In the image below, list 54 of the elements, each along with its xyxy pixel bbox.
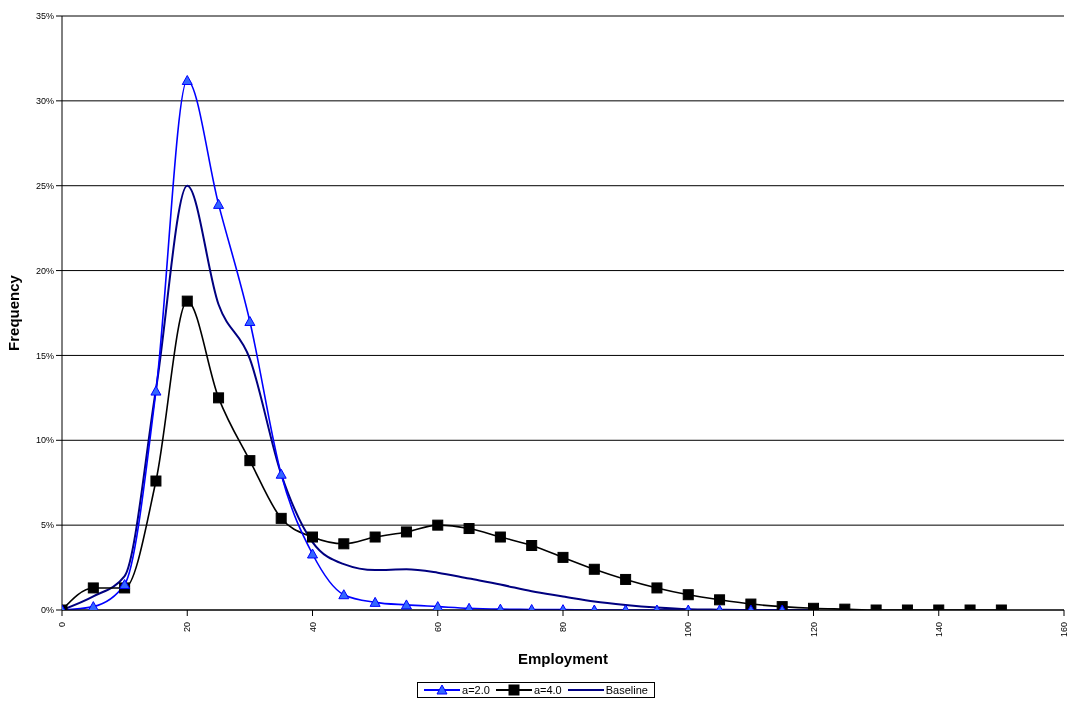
point [307, 531, 318, 543]
x-tick-label: 140 [933, 622, 944, 638]
y-tick-label: 25% [35, 180, 54, 191]
point [432, 519, 444, 531]
point [87, 582, 99, 594]
point [651, 582, 663, 594]
x-tick-label: 60 [432, 622, 443, 633]
x-tick-label: 100 [683, 622, 694, 638]
point [275, 512, 287, 524]
point [369, 531, 381, 543]
point [87, 601, 99, 610]
point [620, 573, 632, 585]
point [463, 523, 475, 535]
point [307, 548, 318, 559]
x-tick-label: 0 [57, 622, 67, 628]
point [526, 540, 538, 552]
point [400, 526, 412, 538]
x-tick-label: 160 [1059, 622, 1069, 638]
x-tick-label: 120 [808, 622, 819, 638]
y-tick-label: 15% [35, 350, 54, 361]
legend-label: a=2.0 [461, 684, 490, 696]
point [588, 563, 600, 575]
point [181, 74, 193, 85]
x-tick-label: 80 [558, 622, 568, 633]
x-tick-label: 40 [307, 622, 318, 633]
point [213, 198, 225, 209]
point [494, 531, 506, 543]
point [150, 385, 162, 396]
point [244, 455, 256, 467]
point [338, 589, 350, 600]
point [181, 295, 193, 307]
y-tick-label: 10% [35, 435, 54, 446]
point [682, 589, 694, 601]
point [275, 468, 287, 479]
y-tick-label: 30% [35, 96, 54, 107]
x-axis-title: Employment [517, 650, 609, 667]
point [400, 599, 412, 610]
y-axis-title: Frequency [5, 274, 23, 351]
point [213, 392, 225, 404]
y-tick-label: 5% [40, 520, 54, 531]
point [119, 579, 131, 590]
point [150, 475, 162, 487]
legend-label: a=4.0 [532, 684, 562, 696]
point [432, 601, 444, 610]
point [714, 594, 726, 606]
point [557, 551, 569, 563]
point [369, 596, 381, 607]
y-tick-label: 0% [40, 605, 54, 616]
legend-label: Baseline [604, 684, 648, 696]
point [244, 315, 256, 326]
x-tick-label: 20 [182, 622, 193, 633]
y-tick-label: 20% [35, 265, 54, 276]
y-tick-label: 35% [35, 11, 54, 22]
point [338, 538, 350, 550]
